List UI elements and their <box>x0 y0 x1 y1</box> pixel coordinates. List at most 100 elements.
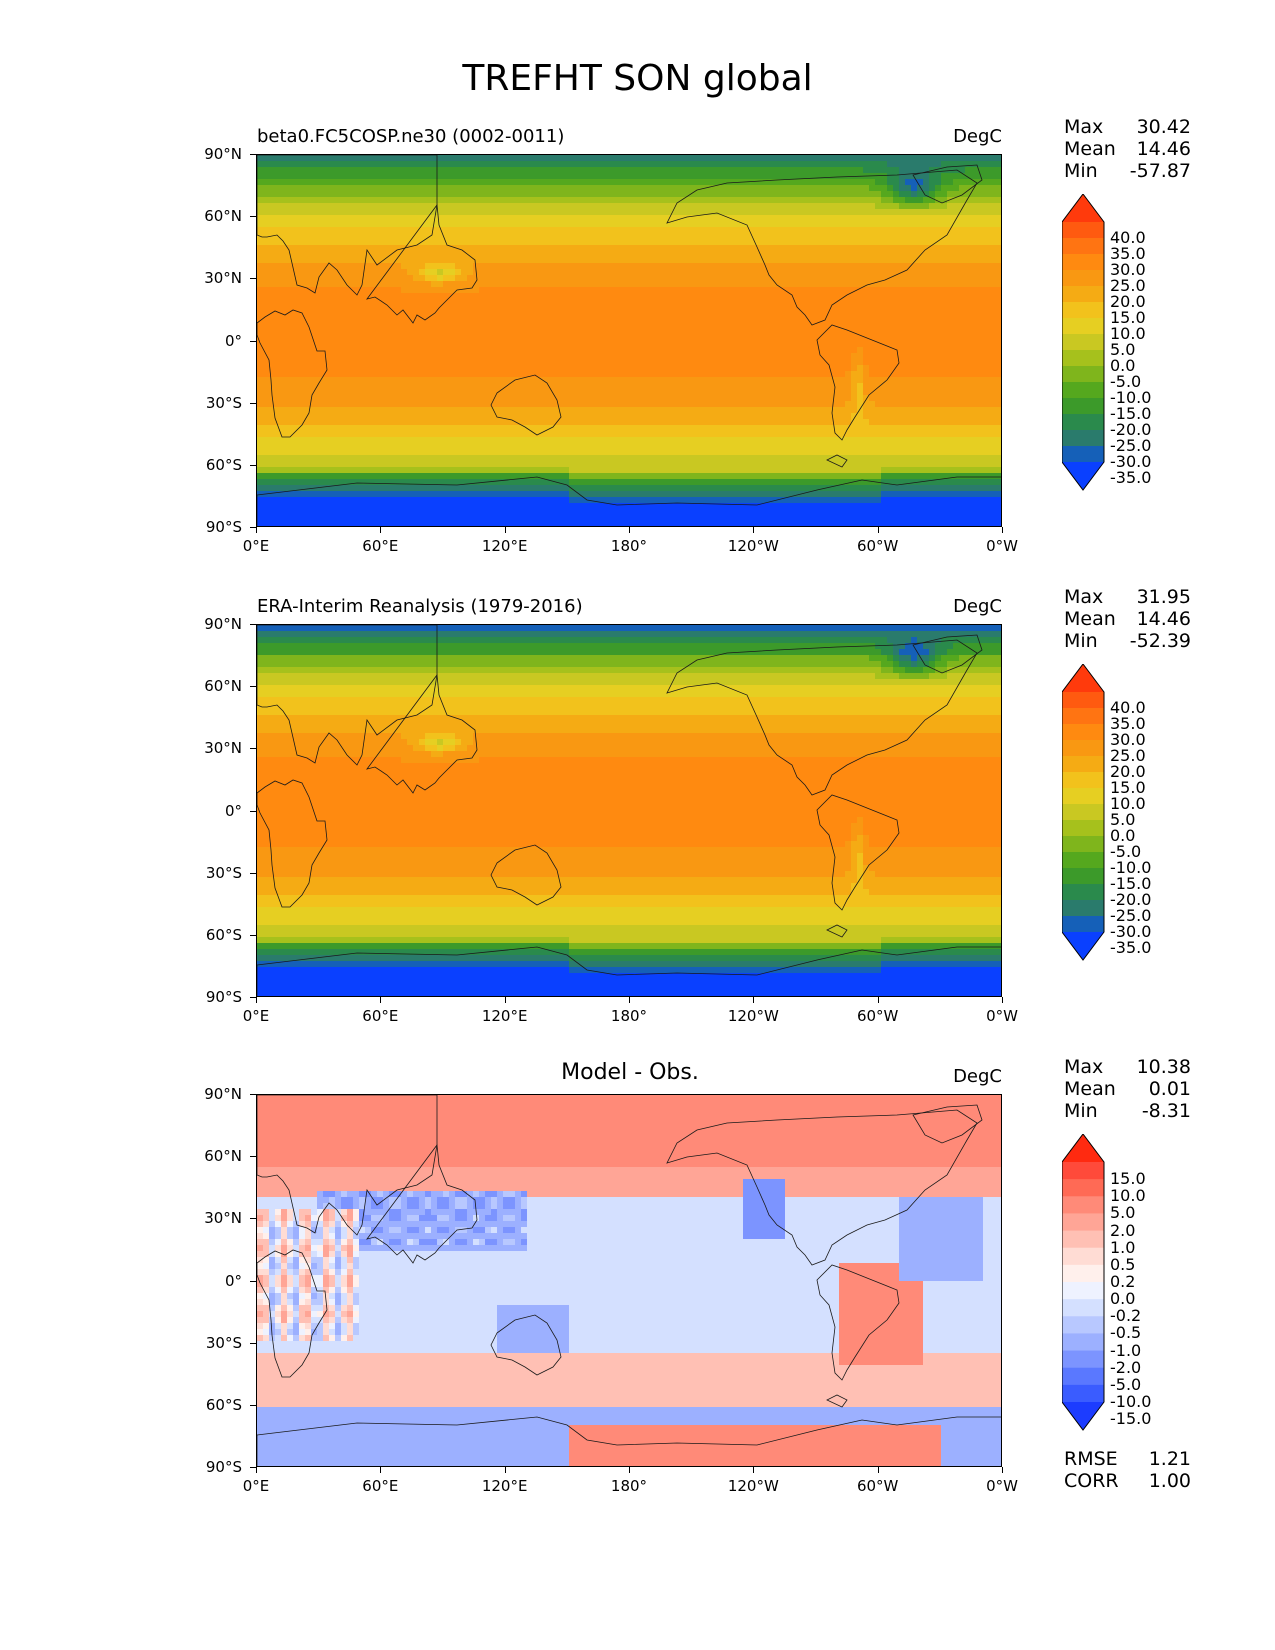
field-cell <box>659 305 666 312</box>
field-cell <box>503 287 510 294</box>
field-cell <box>797 215 804 222</box>
field-cell <box>311 173 318 180</box>
field-cell <box>995 293 1001 300</box>
field-cell <box>815 329 822 336</box>
field-cell <box>785 341 792 348</box>
field-cell <box>623 365 630 372</box>
field-cell <box>779 179 786 186</box>
field-cell <box>317 359 324 366</box>
field-cell <box>635 305 642 312</box>
field-cell <box>557 215 564 222</box>
field-cell <box>833 185 840 192</box>
field-cell <box>731 185 738 192</box>
field-cell <box>935 155 942 162</box>
field-cell <box>443 389 450 396</box>
field-cell <box>761 245 768 252</box>
field-cell <box>857 263 864 270</box>
field-cell <box>503 365 510 372</box>
field-cell <box>941 311 948 318</box>
field-cell <box>851 329 858 336</box>
field-cell <box>719 173 726 180</box>
field-cell <box>377 227 384 234</box>
field-cell <box>665 263 672 270</box>
field-cell <box>749 203 756 210</box>
field-cell <box>881 311 888 318</box>
field-cell <box>761 197 768 204</box>
field-cell <box>893 335 900 342</box>
field-cell <box>587 167 594 174</box>
field-cell <box>869 281 876 288</box>
field-cell <box>833 335 840 342</box>
field-cell <box>311 233 318 240</box>
field-cell <box>839 185 846 192</box>
field-cell <box>587 323 594 330</box>
field-cell <box>929 323 936 330</box>
field-cell <box>875 245 882 252</box>
field-cell <box>521 233 528 240</box>
field-cell <box>875 341 882 348</box>
field-cell <box>887 209 894 216</box>
field-cell <box>905 173 912 180</box>
field-cell <box>443 173 450 180</box>
field-cell <box>581 185 588 192</box>
field-cell <box>527 329 534 336</box>
field-cell <box>797 377 804 384</box>
field-cell <box>725 365 732 372</box>
field-cell <box>761 215 768 222</box>
field-cell <box>875 323 882 330</box>
field-cell <box>731 167 738 174</box>
field-cell <box>263 269 270 276</box>
field-cell <box>557 227 564 234</box>
field-cell <box>539 365 546 372</box>
field-cell <box>515 323 522 330</box>
field-cell <box>923 167 930 174</box>
field-cell <box>443 167 450 174</box>
field-cell <box>833 359 840 366</box>
field-cell <box>443 347 450 354</box>
field-cell <box>707 275 714 282</box>
field-cell <box>935 329 942 336</box>
field-cell <box>443 299 450 306</box>
field-cell <box>347 215 354 222</box>
field-cell <box>1001 233 1002 240</box>
field-cell <box>479 371 486 378</box>
field-cell <box>917 221 924 228</box>
field-cell <box>773 275 780 282</box>
field-cell <box>257 173 264 180</box>
field-cell <box>455 371 462 378</box>
field-cell <box>575 365 582 372</box>
field-cell <box>557 233 564 240</box>
field-cell <box>965 311 972 318</box>
field-cell <box>665 371 672 378</box>
field-cell <box>539 287 546 294</box>
field-cell <box>629 335 636 342</box>
field-cell <box>743 341 750 348</box>
field-cell <box>935 353 942 360</box>
field-cell <box>581 221 588 228</box>
field-cell <box>839 227 846 234</box>
field-cell <box>377 161 384 168</box>
field-cell <box>419 269 426 276</box>
field-cell <box>257 389 264 396</box>
field-cell <box>719 245 726 252</box>
field-cell <box>557 347 564 354</box>
field-cell <box>341 335 348 342</box>
field-cell <box>671 227 678 234</box>
field-cell <box>713 365 720 372</box>
field-cell <box>755 377 762 384</box>
field-cell <box>695 251 702 258</box>
field-cell <box>971 191 978 198</box>
field-cell <box>875 191 882 198</box>
field-cell <box>917 179 924 186</box>
field-cell <box>467 239 474 246</box>
field-cell <box>383 389 390 396</box>
field-cell <box>299 323 306 330</box>
field-cell <box>731 239 738 246</box>
field-cell <box>887 281 894 288</box>
field-cell <box>275 359 282 366</box>
field-cell <box>623 347 630 354</box>
field-cell <box>569 227 576 234</box>
field-cell <box>563 155 570 162</box>
field-cell <box>647 191 654 198</box>
field-cell <box>581 377 588 384</box>
